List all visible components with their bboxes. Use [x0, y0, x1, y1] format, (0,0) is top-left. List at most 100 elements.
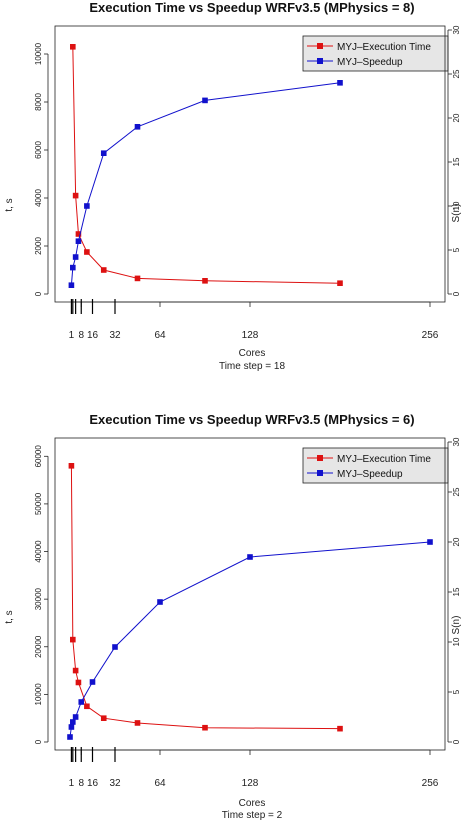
series-point [70, 636, 76, 643]
y-axis-label: t, s [4, 198, 15, 211]
series-point [75, 231, 82, 237]
legend-label-execution-time: MYJ–Execution Time [337, 454, 431, 465]
series-point [134, 124, 141, 130]
x-tick-label: 1 [69, 778, 75, 789]
y2-tick-label: 10 [452, 637, 461, 646]
x-axis-label: Cores [239, 798, 266, 809]
x-tick-label: 64 [154, 778, 166, 789]
x-tick-label: 8 [78, 778, 84, 789]
legend: MYJ–Execution Time MYJ–Speedup [302, 447, 449, 484]
y-tick-label: 0 [34, 739, 43, 744]
series-line [70, 82, 341, 286]
y2-tick-label: 0 [452, 291, 461, 296]
series-point [70, 44, 76, 50]
y-tick-label: 2000 [34, 237, 43, 255]
legend-marker-speedup [317, 470, 323, 476]
series-point [72, 192, 79, 199]
y2-tick-label: 5 [452, 247, 461, 252]
y-tick-label: 6000 [34, 141, 43, 159]
series-point [100, 715, 107, 721]
y2-tick-label: 15 [452, 157, 461, 166]
y-axis-label: t, s [4, 610, 15, 623]
y2-tick-label: 15 [452, 587, 461, 596]
x-tick-label: 256 [422, 778, 439, 789]
y-tick-label: 60000 [34, 445, 43, 468]
x-tick-label: 8 [78, 330, 84, 341]
chart-title: Execution Time vs Speedup WRFv3.5 (MPhys… [89, 412, 414, 427]
y2-tick-label: 25 [452, 487, 461, 496]
chart-panel-top: Execution Time vs Speedup WRFv3.5 (MPhys… [4, 0, 462, 372]
x-tick-label: 16 [87, 778, 99, 789]
legend: MYJ–Execution Time MYJ–Speedup [302, 35, 449, 72]
series-point [134, 720, 141, 726]
series-point [68, 282, 75, 288]
y2-tick-label: 30 [452, 437, 461, 446]
legend-box [302, 35, 449, 72]
series-point [157, 599, 163, 605]
x-tick-label: 32 [109, 330, 121, 341]
series-point [72, 254, 79, 260]
series-point [67, 734, 73, 740]
legend-marker-execution-time [317, 455, 323, 461]
y2-axis-label: S(n) [451, 204, 462, 223]
series-point [75, 679, 82, 686]
series-point [68, 724, 75, 730]
series-point [202, 97, 208, 104]
x-axis-label: Cores [239, 348, 266, 359]
y2-tick-label: 0 [452, 739, 461, 744]
x-tick-label: 32 [109, 778, 121, 789]
legend-marker-speedup [317, 58, 323, 64]
series-point [202, 724, 208, 731]
series-point [84, 703, 90, 710]
x-tick-label: 1 [69, 330, 75, 341]
series-point [337, 80, 343, 86]
series-point [427, 539, 433, 545]
y-tick-label: 40000 [34, 540, 43, 563]
chart-title: Execution Time vs Speedup WRFv3.5 (MPhys… [89, 0, 414, 15]
series-point [78, 699, 85, 705]
legend-label-speedup: MYJ–Speedup [337, 57, 403, 68]
series-line [72, 46, 341, 284]
y2-tick-label: 5 [452, 689, 461, 694]
y2-tick-label: 10 [452, 201, 461, 210]
series-point [72, 667, 79, 674]
series-point [68, 463, 75, 469]
chart-panel-bottom: Execution Time vs Speedup WRFv3.5 (MPhys… [0, 412, 474, 824]
series-point [202, 278, 208, 284]
legend-label-speedup: MYJ–Speedup [337, 469, 403, 480]
series-line [70, 465, 341, 730]
series-point [89, 679, 96, 685]
y2-tick-label: 20 [452, 113, 461, 122]
y2-axis-label: S(n) [451, 616, 462, 635]
series-point [247, 554, 253, 560]
chart-subtitle: Time step = 2 [222, 810, 283, 821]
y-tick-label: 30000 [34, 587, 43, 610]
chart-svg-top: Execution Time vs Speedup WRFv3.5 (MPhys… [4, 0, 462, 372]
x-tick-label: 128 [242, 330, 259, 341]
legend-label-execution-time: MYJ–Execution Time [337, 42, 431, 53]
y-tick-label: 8000 [34, 93, 43, 111]
series-line [69, 541, 431, 738]
chart-subtitle: Time step = 18 [219, 361, 285, 372]
series-point [72, 714, 79, 720]
x-tick-label: 16 [87, 330, 99, 341]
y-tick-label: 10000 [34, 42, 43, 65]
y2-tick-label: 30 [452, 25, 461, 34]
y-tick-label: 0 [34, 291, 43, 296]
x-tick-label: 256 [422, 330, 439, 341]
series-point [70, 719, 76, 725]
series-point [337, 280, 343, 286]
plot-frame [54, 437, 446, 751]
chart-svg-bottom: Execution Time vs Speedup WRFv3.5 (MPhys… [4, 412, 462, 821]
series-point [337, 725, 343, 732]
series-point [112, 644, 118, 650]
y2-tick-label: 25 [452, 69, 461, 78]
legend-marker-execution-time [317, 43, 323, 49]
x-tick-label: 128 [242, 778, 259, 789]
series-point [84, 203, 90, 209]
series-point [70, 264, 76, 271]
x-tick-label: 64 [154, 330, 166, 341]
y-tick-label: 50000 [34, 492, 43, 515]
series-point [84, 249, 90, 255]
series-point [100, 150, 107, 156]
